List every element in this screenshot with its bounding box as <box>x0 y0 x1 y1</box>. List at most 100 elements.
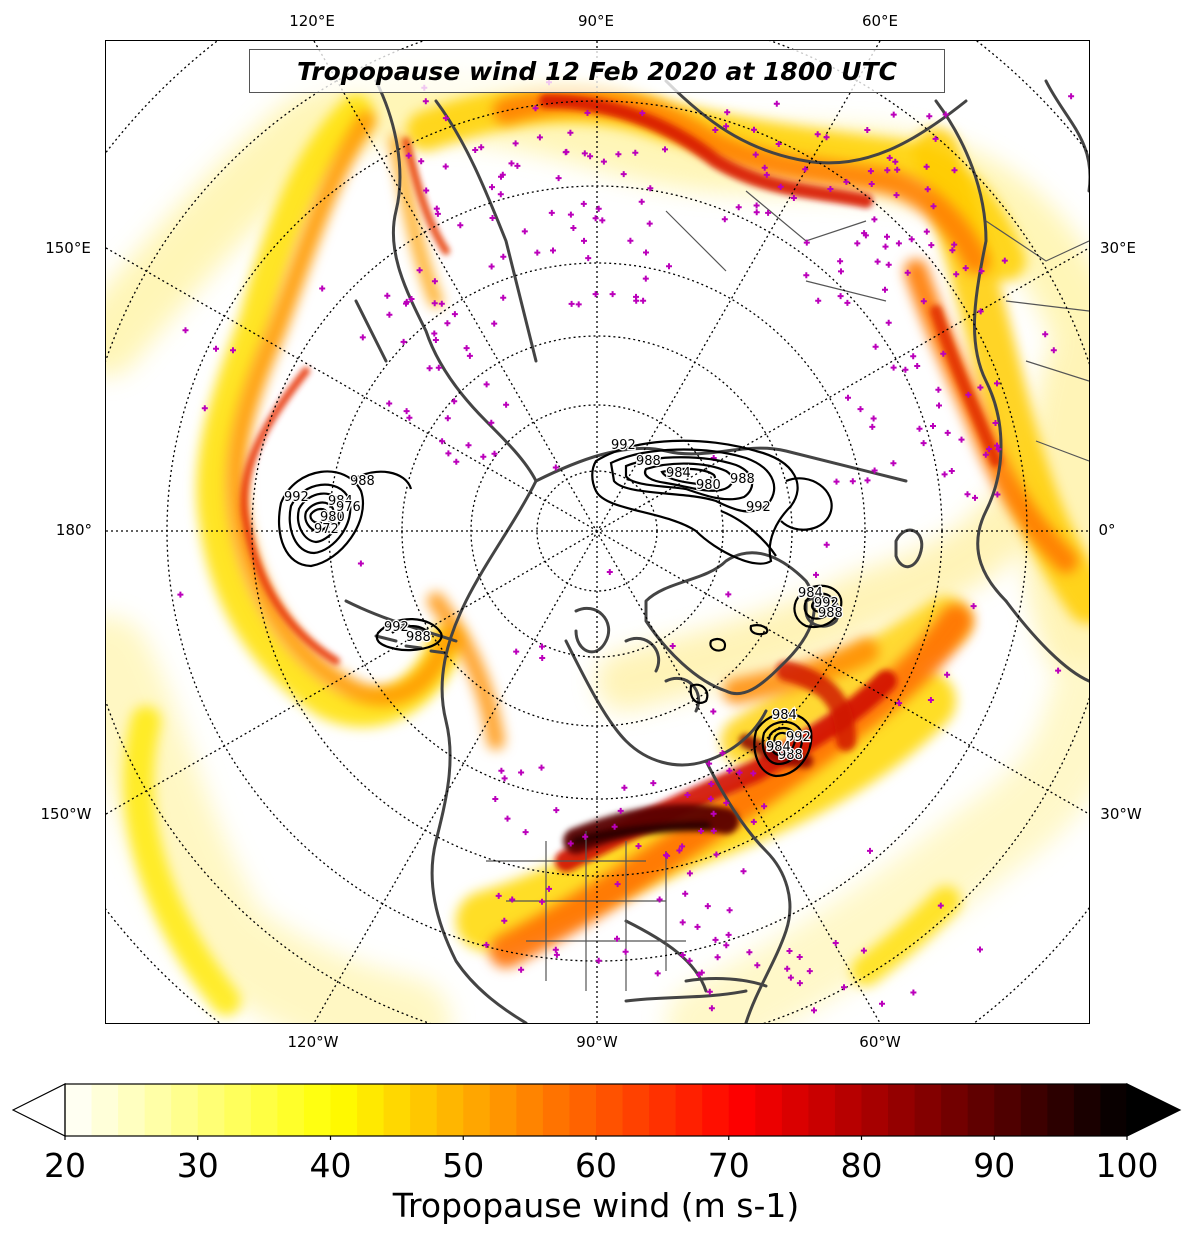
station-marker <box>432 337 439 343</box>
station-marker <box>735 204 742 211</box>
station-marker <box>656 896 663 903</box>
station-marker <box>736 769 743 776</box>
station-marker <box>359 334 366 341</box>
station-marker <box>706 760 713 767</box>
station-marker <box>555 175 562 182</box>
station-marker <box>885 319 892 326</box>
station-marker <box>951 241 958 248</box>
station-marker <box>453 458 460 465</box>
station-marker <box>451 398 458 405</box>
station-marker <box>686 957 693 964</box>
station-marker <box>581 237 587 244</box>
station-marker <box>923 228 930 235</box>
station-marker <box>740 868 747 875</box>
station-marker <box>930 423 936 429</box>
station-marker <box>466 352 473 359</box>
contour-label: 984 <box>766 740 791 755</box>
station-marker <box>896 700 903 707</box>
station-marker <box>932 135 939 142</box>
station-marker <box>916 425 923 432</box>
station-marker <box>714 954 721 961</box>
station-marker <box>868 181 875 187</box>
station-marker <box>418 158 425 165</box>
contour-label: 988 <box>350 474 375 489</box>
colorbar-swatch <box>118 1084 146 1136</box>
station-marker <box>844 299 851 306</box>
station-marker <box>633 297 640 304</box>
station-marker <box>480 453 487 460</box>
station-marker <box>518 966 525 973</box>
station-marker <box>600 158 607 165</box>
station-marker <box>614 881 621 888</box>
station-marker <box>406 414 413 421</box>
colorbar-tick-label: 90 <box>973 1146 1016 1185</box>
station-marker <box>796 954 803 960</box>
low-atlantic-north <box>793 584 843 629</box>
contour-labels: 9929889849809769729929889849809929889929… <box>283 437 844 765</box>
contour-label: 988 <box>778 748 803 763</box>
colorbar-label: Tropopause wind (m s-1) <box>392 1186 800 1225</box>
station-marker <box>538 764 545 771</box>
station-marker <box>837 258 844 265</box>
colorbar-swatch <box>596 1084 624 1136</box>
station-marker <box>488 263 495 270</box>
station-marker <box>706 988 713 995</box>
station-marker <box>902 366 909 373</box>
station-marker <box>914 363 921 369</box>
station-marker <box>803 272 810 279</box>
station-marker <box>823 134 830 141</box>
station-marker <box>723 123 730 130</box>
contour-label: 992 <box>611 438 636 453</box>
station-marker <box>585 255 592 262</box>
station-marker <box>500 253 507 260</box>
station-marker <box>503 401 510 408</box>
station-marker <box>627 237 634 244</box>
station-marker <box>478 144 485 151</box>
station-marker <box>962 265 969 272</box>
station-marker <box>489 215 496 221</box>
station-marker <box>620 171 627 178</box>
station-marker <box>723 942 730 949</box>
country-borders <box>486 190 1089 991</box>
colorbar-tick-label: 60 <box>575 1146 617 1185</box>
contour-label: 992 <box>384 620 409 635</box>
contour-label: 972 <box>314 522 339 537</box>
station-marker <box>483 941 490 948</box>
station-marker <box>580 200 587 207</box>
station-marker <box>568 300 575 307</box>
station-marker <box>723 799 730 806</box>
station-marker <box>614 935 620 942</box>
lon-label-top-2: 90°E <box>577 12 615 30</box>
station-marker <box>501 917 508 924</box>
station-marker <box>910 989 917 996</box>
station-marker <box>319 285 326 292</box>
station-marker <box>622 948 629 955</box>
station-marker <box>872 343 879 350</box>
station-marker <box>423 187 430 194</box>
station-marker <box>707 795 714 802</box>
station-marker <box>754 962 761 969</box>
station-marker <box>719 750 726 757</box>
colorbar-tick-label: 20 <box>44 1146 86 1185</box>
station-marker <box>669 643 676 649</box>
station-marker <box>512 140 519 147</box>
colorbar-swatch <box>489 1084 517 1136</box>
colorbar-swatch <box>1100 1084 1128 1136</box>
station-marker <box>632 149 639 156</box>
station-marker <box>978 268 985 275</box>
lon-label-bottom-2: 90°W <box>576 1033 618 1051</box>
station-marker <box>581 150 588 157</box>
colorbar-swatch <box>728 1084 756 1136</box>
station-marker <box>1068 93 1075 100</box>
station-marker <box>1050 347 1057 354</box>
station-marker <box>751 126 757 133</box>
station-marker <box>635 843 642 850</box>
colorbar-swatch <box>808 1084 836 1136</box>
colorbar-swatch <box>463 1084 491 1136</box>
station-marker <box>444 320 451 327</box>
station-marker <box>679 843 686 850</box>
station-marker <box>638 198 645 205</box>
station-marker <box>885 261 892 268</box>
station-marker <box>521 228 528 235</box>
station-marker <box>803 239 810 246</box>
